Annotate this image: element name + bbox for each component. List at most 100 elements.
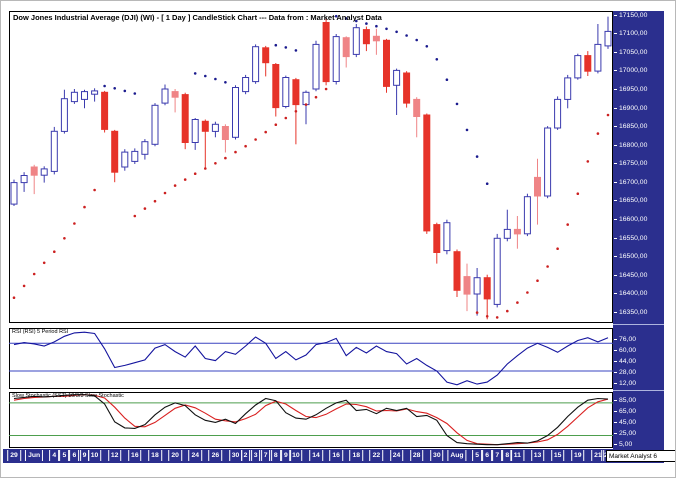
y-axis-tick-label: 16900,00: [619, 104, 648, 112]
rsi-panel-label: RSI (RSI) 5 Period RSI: [12, 329, 69, 335]
x-axis-date-label: 5: [59, 450, 70, 461]
candle: [483, 277, 491, 300]
candle: [121, 151, 129, 168]
y-axis-tick-label: 85,00: [619, 397, 637, 405]
sar-dot-blue: [284, 46, 288, 49]
candle: [161, 88, 169, 104]
y-axis-tick-mark: [614, 400, 617, 402]
y-axis-tick-label: 17100,00: [619, 30, 648, 38]
y-axis-tick-mark: [614, 237, 617, 239]
x-axis-date-label: 11: [510, 450, 524, 461]
candle: [312, 43, 320, 90]
x-axis-date-label: 16: [128, 450, 142, 461]
candle: [272, 64, 280, 109]
candle: [403, 72, 411, 104]
x-axis-date-label: 10: [87, 450, 102, 461]
y-axis-tick-label: 25,00: [619, 429, 637, 437]
candle: [362, 29, 370, 45]
x-axis-date-label: 12: [107, 450, 122, 461]
price-panel-border: [9, 11, 613, 323]
sar-dot-red: [606, 113, 610, 117]
candle: [443, 222, 451, 252]
y-axis-tick-label: 17150,00: [619, 11, 648, 19]
x-axis-date-label: 13: [530, 450, 545, 461]
price-candlestick-panel[interactable]: [9, 11, 613, 323]
candle: [70, 91, 78, 103]
sar-dot-red: [133, 214, 137, 218]
candle: [211, 123, 219, 132]
y-axis-tick-label: 45,00: [619, 418, 637, 426]
date-axis[interactable]: 29 Jun 4 5 6 9 10 12 16 18 20 24 26 30 2 3 7 8 9 10 14 16 18 22…: [3, 449, 664, 463]
candle: [111, 130, 119, 173]
y-axis-tick-label: 16800,00: [619, 141, 648, 149]
x-axis-date-label: 6: [69, 450, 80, 461]
candle: [534, 176, 541, 197]
sar-dot-blue: [214, 77, 217, 81]
candle: [252, 46, 260, 83]
sar-dot-red: [304, 103, 308, 106]
chart-title: Dow Jones Industrial Average (DJI) (WI) …: [13, 13, 382, 22]
sar-dot-blue: [133, 92, 137, 95]
x-axis-date-label: 29: [7, 450, 21, 461]
candle: [302, 91, 310, 106]
x-axis-date-label: 5: [472, 450, 482, 461]
candle: [40, 168, 48, 176]
candle: [564, 77, 572, 100]
candle: [544, 127, 552, 197]
y-axis-tick-label: 16400,00: [619, 290, 648, 298]
x-axis-date-label: 8: [270, 450, 281, 461]
sar-dot-red: [214, 162, 217, 165]
sar-dot-red: [314, 95, 318, 99]
candle: [60, 98, 68, 132]
sar-dot-red: [586, 160, 590, 163]
rsi-panel[interactable]: [9, 328, 613, 389]
candle: [383, 39, 390, 87]
sar-dot-blue: [465, 128, 469, 132]
candle: [503, 228, 511, 239]
sar-dot-blue: [475, 155, 479, 158]
candle: [221, 126, 229, 140]
candle: [20, 175, 28, 184]
candle: [282, 77, 290, 107]
sar-dot-red: [163, 191, 167, 195]
x-axis-date-label: 2: [240, 450, 251, 461]
candle: [332, 36, 340, 83]
candle: [141, 141, 149, 155]
x-axis-date-label: 10: [289, 450, 303, 461]
y-axis-tick-label: 17050,00: [619, 48, 648, 56]
sar-dot-red: [204, 167, 207, 170]
candle: [413, 98, 421, 118]
axis-panel-separator: [613, 389, 664, 391]
y-axis-tick-mark: [614, 443, 617, 445]
sar-dot-blue: [344, 17, 348, 20]
sar-dot-blue: [334, 14, 338, 18]
x-axis-date-label: 24: [188, 450, 202, 461]
candle: [423, 114, 431, 232]
y-axis-tick-mark: [614, 293, 617, 295]
y-axis-tick-label: 16850,00: [619, 123, 648, 131]
stochastic-panel-label: Slow Stochastic (SST) 10/3/3 Slow Stocha…: [12, 393, 124, 399]
y-axis-tick-mark: [614, 383, 617, 385]
sar-dot-red: [143, 207, 147, 210]
candle: [201, 120, 209, 132]
x-axis-date-label: 26: [208, 450, 223, 461]
rsi-panel-border: [9, 328, 613, 389]
sar-dot-blue: [365, 22, 368, 25]
y-axis-tick-label: 5,00: [619, 440, 633, 448]
y-axis-tick-mark: [614, 421, 617, 423]
sar-dot-blue: [485, 182, 489, 185]
sar-dot-blue: [294, 49, 298, 52]
candle: [574, 55, 582, 79]
price-axis[interactable]: 17150,00 17100,00 17050,00 17000,00 16950,00…: [613, 11, 664, 463]
candle: [81, 91, 88, 100]
sar-dots: [12, 14, 610, 319]
x-axis-date-label: 6: [482, 450, 493, 461]
stochastic-panel[interactable]: [9, 392, 613, 448]
sar-dot-red: [193, 172, 197, 175]
x-axis-date-label: 18: [148, 450, 162, 461]
y-axis-tick-mark: [614, 256, 617, 258]
candle: [342, 37, 350, 58]
candle: [372, 35, 380, 42]
y-axis-tick-mark: [614, 372, 617, 374]
